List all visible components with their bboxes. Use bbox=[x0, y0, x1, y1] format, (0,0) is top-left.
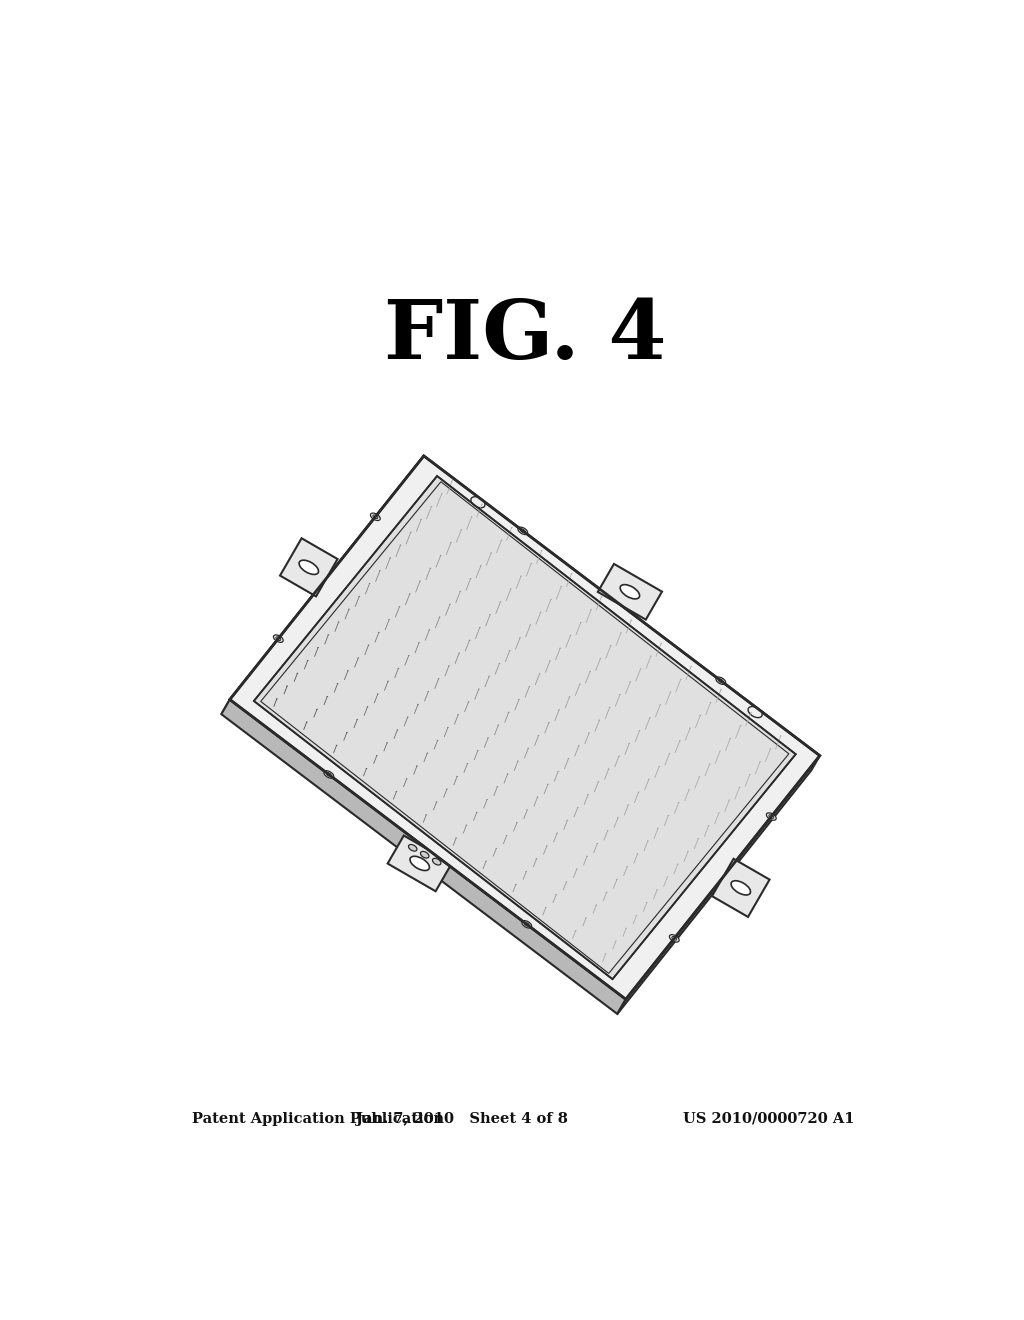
Polygon shape bbox=[280, 539, 338, 597]
Polygon shape bbox=[229, 455, 820, 999]
Polygon shape bbox=[598, 564, 662, 619]
Ellipse shape bbox=[670, 935, 679, 942]
Polygon shape bbox=[254, 477, 796, 979]
Ellipse shape bbox=[299, 560, 318, 574]
Ellipse shape bbox=[524, 923, 529, 927]
Ellipse shape bbox=[275, 636, 281, 640]
Ellipse shape bbox=[769, 814, 774, 818]
Polygon shape bbox=[221, 700, 626, 1014]
Ellipse shape bbox=[373, 515, 378, 519]
Ellipse shape bbox=[410, 857, 429, 870]
Ellipse shape bbox=[421, 851, 429, 858]
Text: Jan. 7, 2010   Sheet 4 of 8: Jan. 7, 2010 Sheet 4 of 8 bbox=[355, 1111, 567, 1126]
Ellipse shape bbox=[371, 513, 380, 520]
Ellipse shape bbox=[520, 529, 525, 533]
Ellipse shape bbox=[432, 858, 441, 865]
Polygon shape bbox=[712, 859, 770, 917]
Ellipse shape bbox=[518, 527, 527, 535]
Text: US 2010/0000720 A1: US 2010/0000720 A1 bbox=[683, 1111, 854, 1126]
Ellipse shape bbox=[621, 585, 640, 599]
Ellipse shape bbox=[409, 845, 417, 851]
Ellipse shape bbox=[731, 880, 751, 895]
Polygon shape bbox=[617, 755, 820, 1014]
Text: FIG. 4: FIG. 4 bbox=[384, 296, 666, 376]
Ellipse shape bbox=[716, 677, 726, 685]
Ellipse shape bbox=[672, 936, 677, 940]
Text: Patent Application Publication: Patent Application Publication bbox=[193, 1111, 444, 1126]
Ellipse shape bbox=[749, 706, 762, 718]
Ellipse shape bbox=[327, 772, 331, 776]
Ellipse shape bbox=[273, 635, 284, 643]
Ellipse shape bbox=[719, 678, 723, 682]
Ellipse shape bbox=[522, 920, 531, 928]
Ellipse shape bbox=[766, 813, 776, 820]
Ellipse shape bbox=[324, 771, 334, 779]
Ellipse shape bbox=[471, 496, 485, 508]
Polygon shape bbox=[221, 455, 424, 714]
Polygon shape bbox=[388, 836, 452, 891]
